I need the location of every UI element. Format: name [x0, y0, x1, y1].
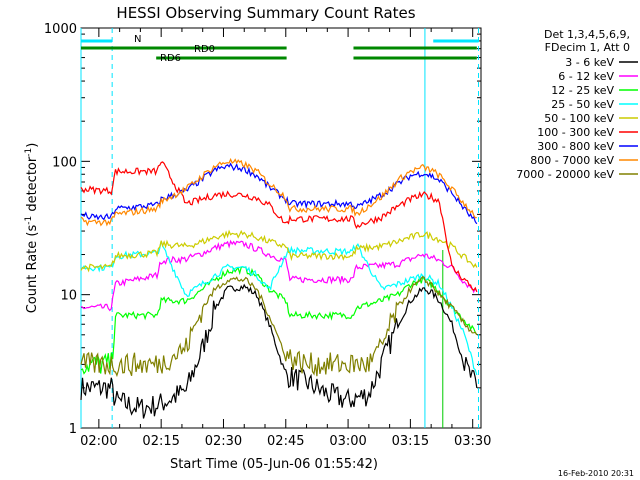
- x-tick-label: 02:00: [80, 434, 117, 449]
- rd6-label: RD6: [160, 53, 181, 64]
- legend-entry-4: 25 - 50 keV: [551, 98, 614, 111]
- y-axis-label-tail: detector: [25, 156, 40, 216]
- series-line-6: [80, 161, 478, 293]
- series-line-5: [80, 229, 478, 273]
- footer-timestamp: 16-Feb-2010 20:31: [558, 469, 634, 478]
- chart-title: HESSI Observing Summary Count Rates: [116, 4, 415, 22]
- series-line-8: [80, 157, 477, 227]
- series-line-2: [80, 239, 478, 312]
- x-tick-label: 02:15: [142, 434, 179, 449]
- legend-entry-8: 800 - 7000 keV: [530, 154, 614, 167]
- legend: Det 1,3,4,5,6,9, FDecim 1, Att 0 3 - 6 k…: [516, 28, 638, 181]
- y-axis-label-tail-sup: -1: [24, 148, 34, 157]
- y-tick-label: 10: [60, 289, 77, 304]
- y-axis-label-sup: -1: [24, 216, 34, 225]
- y-tick-label: 100: [52, 155, 77, 170]
- legend-header-line-1: Det 1,3,4,5,6,9,: [544, 28, 630, 41]
- legend-entry-3: 12 - 25 keV: [551, 84, 614, 97]
- legend-entry-9: 7000 - 20000 keV: [516, 168, 614, 181]
- legend-entry-6: 100 - 300 keV: [537, 126, 614, 139]
- series-line-7: [80, 162, 478, 225]
- legend-header-line-2: FDecim 1, Att 0: [545, 41, 630, 54]
- rd0-label: RD0: [194, 44, 215, 55]
- y-tick-label: 1: [69, 422, 77, 437]
- y-axis-label: Count Rate (s-1 detector-1): [24, 143, 40, 314]
- n-label: N: [134, 34, 141, 45]
- legend-entry-2: 6 - 12 keV: [558, 70, 614, 83]
- y-axis-label-close: ): [25, 143, 40, 148]
- x-tick-label: 03:30: [454, 434, 491, 449]
- x-tick-label: 02:30: [205, 434, 242, 449]
- x-tick-label: 03:00: [329, 434, 366, 449]
- plot-area: [80, 27, 482, 429]
- x-tick-label: 03:15: [392, 434, 429, 449]
- legend-entry-5: 50 - 100 keV: [544, 112, 614, 125]
- series-line-9: [80, 275, 478, 378]
- y-tick-label: 1000: [44, 22, 77, 37]
- legend-entry-7: 300 - 800 keV: [537, 140, 614, 153]
- x-axis-label: Start Time (05-Jun-06 01:55:42): [170, 457, 378, 472]
- x-tick-label: 02:45: [267, 434, 304, 449]
- y-axis-label-main: Count Rate (s: [25, 225, 40, 314]
- series-line-1: [80, 283, 478, 419]
- series-line-3: [80, 266, 478, 375]
- legend-entry-1: 3 - 6 keV: [565, 56, 614, 69]
